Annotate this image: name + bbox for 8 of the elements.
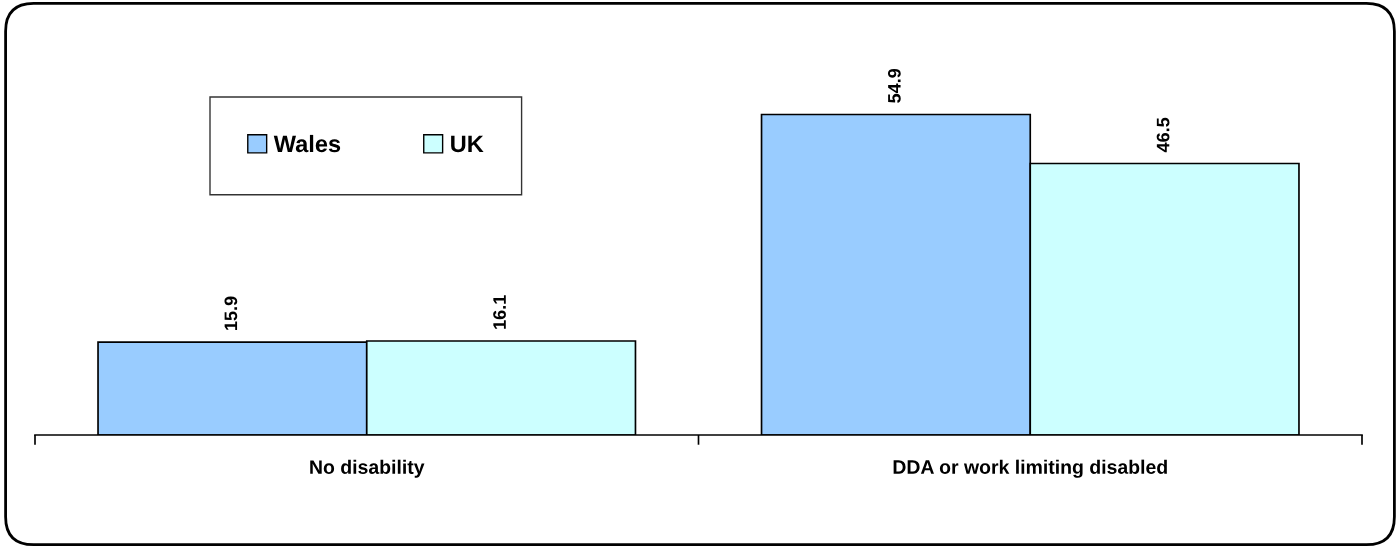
data-label: 15.9 (224, 296, 238, 330)
x-tick-label: DDA or work limiting disabled (893, 459, 1167, 478)
data-label: 16.1 (493, 295, 506, 329)
legend-label: UK (451, 135, 484, 153)
data-label: 46.5 (1156, 117, 1170, 153)
legend-label: Wales (273, 134, 341, 153)
x-tick-label: No disability (310, 459, 425, 478)
data-label: 54.9 (887, 68, 901, 103)
